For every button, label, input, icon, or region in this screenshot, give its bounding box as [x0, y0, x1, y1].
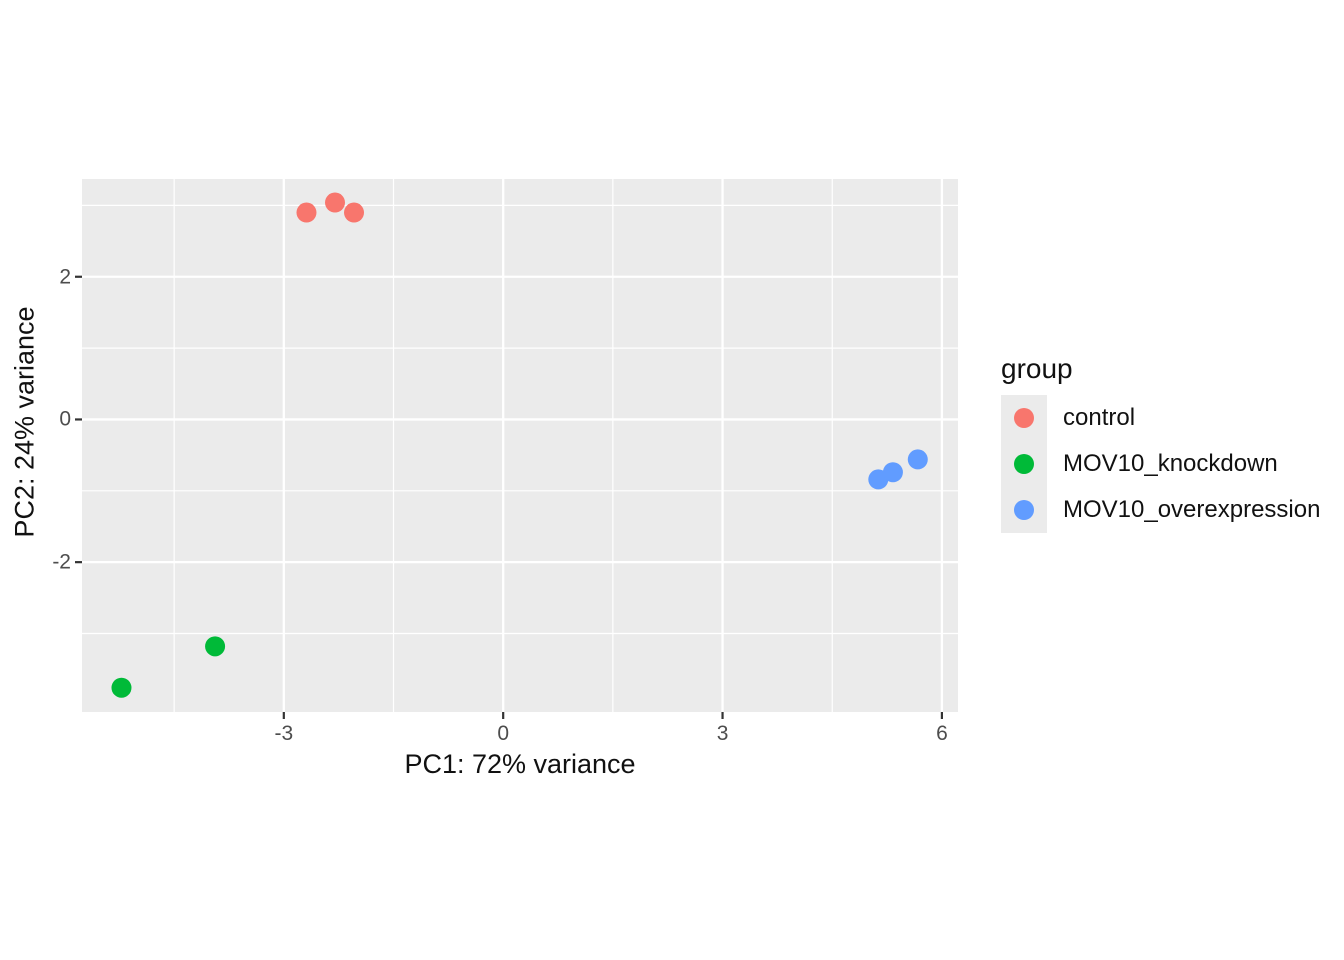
x-tick-label: -3 [274, 722, 294, 745]
legend-key [1001, 395, 1047, 441]
x-tick-label: 6 [936, 722, 948, 745]
data-point-control [296, 202, 317, 223]
x-tick-label: 0 [497, 722, 510, 745]
mov10-overexpression-dot-icon [1014, 500, 1034, 520]
y-axis-title: PC2: 24% variance [9, 306, 40, 538]
y-tick-label: -2 [52, 550, 71, 574]
panel-background [82, 179, 958, 712]
y-tick-label: 2 [59, 265, 71, 289]
data-point-control [325, 192, 346, 213]
data-point-MOV10_overexpression [882, 462, 903, 483]
legend-label-control: control [1063, 404, 1136, 431]
data-point-MOV10_knockdown [205, 636, 226, 657]
legend: group control MOV10_knockdown MOV10_over… [1001, 353, 1331, 533]
legend-title: group [1001, 353, 1073, 384]
legend-key [1001, 487, 1047, 533]
mov10-knockdown-dot-icon [1014, 454, 1034, 474]
legend-label-mov10-knockdown: MOV10_knockdown [1063, 450, 1278, 477]
legend-item-control: control [1001, 395, 1331, 441]
data-point-control [344, 202, 365, 223]
data-point-MOV10_overexpression [907, 449, 928, 470]
legend-item-mov10-knockdown: MOV10_knockdown [1001, 441, 1331, 487]
control-dot-icon [1014, 408, 1034, 428]
x-tick-label: 3 [716, 722, 729, 745]
x-axis-title: PC1: 72% variance [404, 749, 636, 779]
data-point-MOV10_knockdown [111, 677, 132, 698]
legend-key [1001, 441, 1047, 487]
legend-label-mov10-overexpression: MOV10_overexpression [1063, 496, 1321, 523]
y-tick-label: 0 [59, 407, 71, 431]
legend-item-mov10-overexpression: MOV10_overexpression [1001, 487, 1331, 533]
